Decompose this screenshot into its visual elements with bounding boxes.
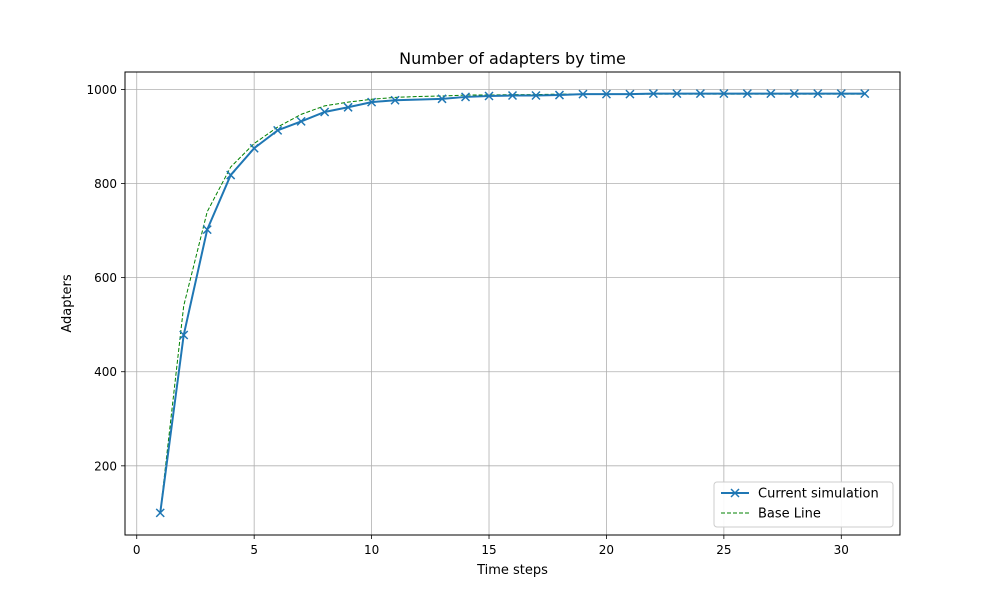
legend-box — [713, 481, 894, 528]
data-point-current-simulation — [766, 89, 776, 99]
data-point-current-simulation — [813, 89, 823, 99]
y-axis-label: Adapters — [60, 274, 75, 333]
data-point-current-simulation — [249, 143, 259, 153]
x-tick-label: 10 — [364, 543, 379, 557]
data-point-current-simulation — [273, 125, 283, 135]
legend-label-base-line: Base Line — [758, 507, 821, 522]
data-point-current-simulation — [695, 89, 705, 99]
x-tick-label: 25 — [716, 543, 731, 557]
data-point-current-simulation — [155, 508, 165, 518]
data-point-current-simulation — [578, 89, 588, 99]
y-tick-label: 600 — [94, 271, 117, 285]
y-tick-label: 800 — [94, 177, 117, 191]
x-tick-label: 5 — [250, 543, 258, 557]
data-point-current-simulation — [554, 90, 565, 100]
data-point-current-simulation — [484, 91, 494, 101]
series-layer — [155, 89, 870, 518]
legend: Current simulation Base Line — [713, 481, 894, 528]
x-tick-label: 20 — [599, 543, 614, 557]
data-point-current-simulation — [742, 89, 752, 99]
data-point-current-simulation — [601, 89, 611, 99]
y-tick-label: 1000 — [86, 83, 117, 97]
data-point-current-simulation — [343, 102, 353, 112]
y-tick-label: 400 — [94, 365, 117, 379]
data-point-current-simulation — [320, 107, 330, 117]
data-point-current-simulation — [367, 97, 377, 107]
axis-ticks: 0 5 10 15 20 25 30 200 400 600 800 1000 — [86, 83, 848, 557]
data-point-current-simulation — [437, 94, 447, 104]
y-tick-label: 200 — [94, 459, 117, 473]
data-point-current-simulation — [648, 89, 658, 99]
data-point-current-simulation — [531, 90, 541, 101]
data-point-current-simulation — [226, 170, 236, 180]
x-tick-label: 0 — [133, 543, 141, 557]
data-point-current-simulation — [296, 116, 306, 126]
x-axis-label: Time steps — [476, 563, 548, 578]
x-tick-label: 15 — [481, 543, 496, 557]
plot-area-frame — [124, 71, 901, 536]
data-point-current-simulation — [789, 89, 799, 99]
legend-marker-current-simulation — [730, 488, 740, 498]
data-point-current-simulation — [836, 89, 846, 99]
data-point-current-simulation — [179, 330, 189, 340]
data-point-current-simulation — [625, 89, 635, 99]
data-point-current-simulation — [719, 89, 729, 99]
data-point-current-simulation — [507, 90, 518, 101]
data-point-current-simulation — [672, 89, 682, 99]
data-point-current-simulation — [202, 225, 212, 235]
data-point-current-simulation — [860, 89, 870, 99]
data-point-current-simulation — [460, 92, 471, 102]
legend-label-current-simulation: Current simulation — [758, 487, 879, 502]
x-tick-label: 30 — [834, 543, 849, 557]
grid-lines — [125, 72, 900, 535]
data-point-current-simulation — [390, 95, 400, 105]
chart-title: Number of adapters by time — [399, 49, 626, 68]
